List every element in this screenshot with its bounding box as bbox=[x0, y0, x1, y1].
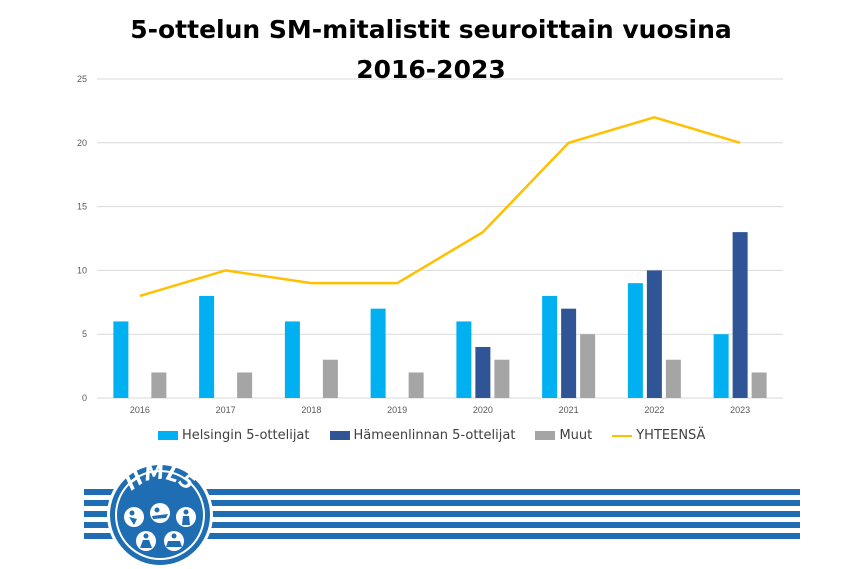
chart-title-line-1: 5-ottelun SM-mitalistit seuroittain vuos… bbox=[130, 15, 732, 44]
x-tick-label: 2016 bbox=[130, 405, 150, 415]
logo-stripe bbox=[84, 533, 800, 539]
logo-stripe bbox=[84, 522, 800, 528]
bars bbox=[113, 232, 767, 398]
bar-muut-2020 bbox=[494, 359, 510, 398]
bar-muut-2016 bbox=[151, 372, 167, 398]
x-tick-label: 2023 bbox=[730, 405, 750, 415]
sport-figures bbox=[129, 507, 190, 548]
legend-swatch-yhteensa bbox=[612, 434, 633, 437]
legend-item-yhteensa: YHTEENSÄ bbox=[612, 428, 705, 443]
total-line-layer bbox=[139, 116, 741, 298]
x-tick-label: 2021 bbox=[559, 405, 579, 415]
x-tick-label: 2018 bbox=[301, 405, 321, 415]
legend: Helsingin 5-ottelijat Hämeenlinnan 5-ott… bbox=[158, 428, 725, 443]
legend-label-hameenlinna: Hämeenlinnan 5-ottelijat bbox=[353, 428, 516, 443]
legend-item-muut: Muut bbox=[535, 428, 592, 443]
bar-muut-2023 bbox=[751, 372, 767, 398]
y-tick-label: 20 bbox=[77, 138, 87, 148]
legend-swatch-muut bbox=[535, 431, 556, 440]
bar-muut-2019 bbox=[408, 372, 424, 398]
legend-item-helsinki: Helsingin 5-ottelijat bbox=[158, 428, 310, 443]
legend-label-yhteensa: YHTEENSÄ bbox=[636, 428, 706, 443]
bar-h-meenlinnan-5-ottelijat-2023 bbox=[732, 232, 748, 398]
y-tick-label: 25 bbox=[77, 74, 87, 84]
bar-muut-2022 bbox=[665, 359, 681, 398]
tick-labels: 0 5 10 15 20 25 2016 2017 2018 2019 2020 2021 2022 20… bbox=[77, 74, 750, 415]
x-tick-label: 2022 bbox=[644, 405, 664, 415]
y-tick-label: 15 bbox=[77, 202, 87, 212]
hml5-logo-banner: HML5 bbox=[84, 459, 800, 568]
legend-item-hameenlinna: Hämeenlinnan 5-ottelijat bbox=[329, 428, 516, 443]
x-tick-label: 2019 bbox=[387, 405, 407, 415]
legend-label-helsinki: Helsingin 5-ottelijat bbox=[182, 428, 310, 443]
logo-stripe bbox=[84, 500, 800, 506]
bar-helsingin-5-ottelijat-2023 bbox=[713, 334, 729, 398]
logo-stripe bbox=[84, 489, 800, 495]
legend-swatch-hameenlinna bbox=[329, 431, 350, 440]
y-tick-label: 5 bbox=[82, 329, 87, 339]
chart-title: 5-ottelun SM-mitalistit seuroittain vuos… bbox=[0, 10, 849, 90]
y-tick-label: 10 bbox=[77, 265, 87, 275]
logo-stripes bbox=[84, 489, 800, 539]
bar-helsingin-5-ottelijat-2019 bbox=[370, 308, 386, 398]
bar-muut-2017 bbox=[237, 372, 253, 398]
hml5-emblem: HML5 bbox=[107, 459, 213, 568]
bar-helsingin-5-ottelijat-2018 bbox=[284, 321, 300, 398]
fencing-icon bbox=[124, 507, 144, 527]
x-tick-label: 2017 bbox=[216, 405, 236, 415]
bar-h-meenlinnan-5-ottelijat-2021 bbox=[561, 308, 577, 398]
swimming-icon bbox=[150, 503, 170, 523]
logo-stripe bbox=[84, 511, 800, 517]
x-tick-label: 2020 bbox=[473, 405, 493, 415]
bar-helsingin-5-ottelijat-2017 bbox=[199, 295, 215, 398]
total-line bbox=[139, 116, 741, 298]
legend-swatch-helsinki bbox=[158, 431, 178, 440]
bar-h-meenlinnan-5-ottelijat-2022 bbox=[646, 270, 662, 398]
bar-helsingin-5-ottelijat-2020 bbox=[456, 321, 472, 398]
bar-muut-2021 bbox=[580, 334, 596, 398]
y-tick-label: 0 bbox=[82, 393, 87, 403]
bar-helsingin-5-ottelijat-2016 bbox=[113, 321, 129, 398]
legend-label-muut: Muut bbox=[559, 428, 593, 443]
bar-h-meenlinnan-5-ottelijat-2020 bbox=[475, 346, 491, 398]
bar-helsingin-5-ottelijat-2022 bbox=[627, 283, 643, 398]
chart-plot: 0 5 10 15 20 25 2016 2017 2018 2019 2020 2021 2022 20… bbox=[77, 74, 783, 415]
bar-helsingin-5-ottelijat-2021 bbox=[542, 295, 558, 398]
bar-muut-2018 bbox=[322, 359, 338, 398]
